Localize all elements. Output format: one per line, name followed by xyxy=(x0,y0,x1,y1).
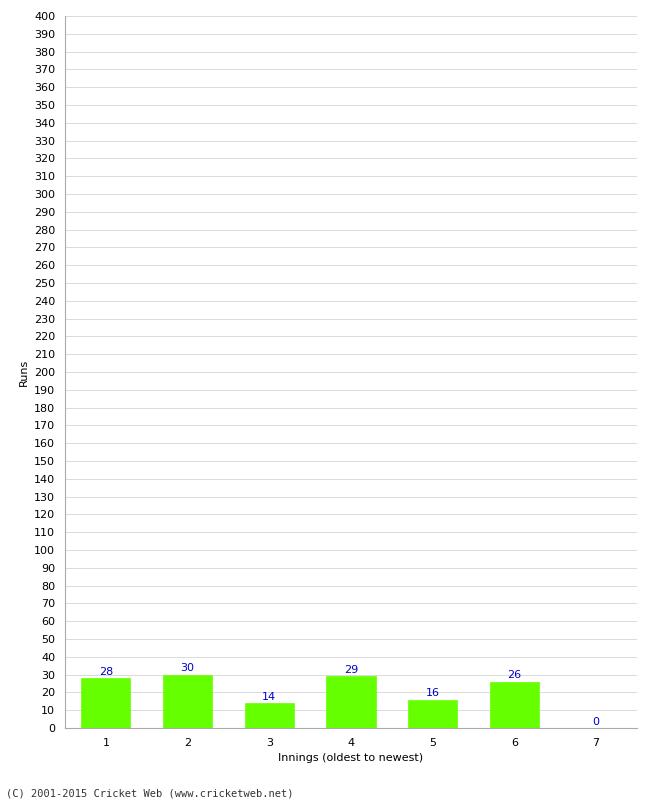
Bar xyxy=(81,678,131,728)
Text: 28: 28 xyxy=(99,666,113,677)
Text: (C) 2001-2015 Cricket Web (www.cricketweb.net): (C) 2001-2015 Cricket Web (www.cricketwe… xyxy=(6,789,294,798)
Bar xyxy=(326,676,376,728)
Bar xyxy=(490,682,539,728)
Text: 14: 14 xyxy=(262,692,276,702)
Text: 0: 0 xyxy=(593,717,600,726)
Text: 30: 30 xyxy=(181,663,194,673)
X-axis label: Innings (oldest to newest): Innings (oldest to newest) xyxy=(278,754,424,763)
Bar xyxy=(408,699,457,728)
Text: 16: 16 xyxy=(426,688,439,698)
Text: 29: 29 xyxy=(344,665,358,675)
Bar xyxy=(245,703,294,728)
Y-axis label: Runs: Runs xyxy=(18,358,29,386)
Text: 26: 26 xyxy=(508,670,521,680)
Bar xyxy=(163,674,212,728)
